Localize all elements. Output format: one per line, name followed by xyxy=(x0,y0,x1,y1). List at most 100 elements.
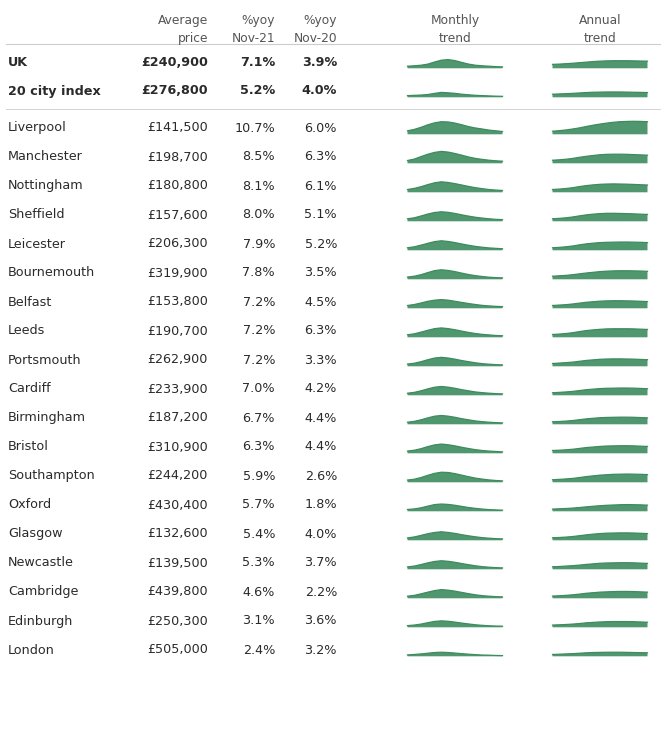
Text: £153,800: £153,800 xyxy=(147,296,208,309)
Text: Liverpool: Liverpool xyxy=(8,121,67,134)
Polygon shape xyxy=(408,212,503,221)
Text: £180,800: £180,800 xyxy=(147,180,208,193)
Polygon shape xyxy=(408,386,503,396)
Text: 7.8%: 7.8% xyxy=(242,266,275,280)
Polygon shape xyxy=(553,271,647,280)
Text: Manchester: Manchester xyxy=(8,150,83,164)
Text: £262,900: £262,900 xyxy=(148,353,208,366)
Text: Glasgow: Glasgow xyxy=(8,528,63,540)
Text: 6.1%: 6.1% xyxy=(304,180,337,193)
Text: 7.2%: 7.2% xyxy=(242,325,275,337)
Polygon shape xyxy=(553,504,647,511)
Polygon shape xyxy=(553,446,647,453)
Polygon shape xyxy=(408,652,503,656)
Text: 2.2%: 2.2% xyxy=(304,585,337,599)
Text: £141,500: £141,500 xyxy=(147,121,208,134)
Text: 3.5%: 3.5% xyxy=(304,266,337,280)
Polygon shape xyxy=(553,359,647,366)
Text: 5.4%: 5.4% xyxy=(242,528,275,540)
Text: %yoy
Nov-21: %yoy Nov-21 xyxy=(231,14,275,45)
Text: £233,900: £233,900 xyxy=(147,383,208,396)
Polygon shape xyxy=(553,213,647,221)
Text: Southampton: Southampton xyxy=(8,469,95,483)
Polygon shape xyxy=(553,154,647,164)
Polygon shape xyxy=(408,561,503,569)
Polygon shape xyxy=(408,472,503,483)
Polygon shape xyxy=(553,121,647,134)
Polygon shape xyxy=(553,621,647,627)
Text: Birmingham: Birmingham xyxy=(8,412,86,425)
Polygon shape xyxy=(553,591,647,599)
Polygon shape xyxy=(408,620,503,627)
Text: 4.6%: 4.6% xyxy=(242,585,275,599)
Polygon shape xyxy=(408,60,503,69)
Text: Annual
trend: Annual trend xyxy=(579,14,621,45)
Text: Belfast: Belfast xyxy=(8,296,53,309)
Text: 6.7%: 6.7% xyxy=(242,412,275,425)
Polygon shape xyxy=(408,590,503,599)
Text: 7.2%: 7.2% xyxy=(242,296,275,309)
Text: Sheffield: Sheffield xyxy=(8,209,65,221)
Text: 6.3%: 6.3% xyxy=(304,150,337,164)
Text: Leeds: Leeds xyxy=(8,325,45,337)
Text: £439,800: £439,800 xyxy=(147,585,208,599)
Text: Nottingham: Nottingham xyxy=(8,180,84,193)
Text: Average
price: Average price xyxy=(158,14,208,45)
Text: £430,400: £430,400 xyxy=(147,499,208,512)
Polygon shape xyxy=(553,652,647,656)
Text: £319,900: £319,900 xyxy=(147,266,208,280)
Polygon shape xyxy=(553,61,647,69)
Text: £139,500: £139,500 xyxy=(147,556,208,569)
Text: 8.0%: 8.0% xyxy=(242,209,275,221)
Text: 6.3%: 6.3% xyxy=(242,440,275,453)
Text: 4.2%: 4.2% xyxy=(304,383,337,396)
Text: %yoy
Nov-20: %yoy Nov-20 xyxy=(294,14,337,45)
Polygon shape xyxy=(408,444,503,453)
Text: 2.4%: 2.4% xyxy=(242,644,275,656)
Text: 3.1%: 3.1% xyxy=(242,615,275,628)
Text: £190,700: £190,700 xyxy=(147,325,208,337)
Text: 5.2%: 5.2% xyxy=(240,85,275,98)
Text: 4.4%: 4.4% xyxy=(304,412,337,425)
Polygon shape xyxy=(553,388,647,396)
Polygon shape xyxy=(408,299,503,308)
Text: £198,700: £198,700 xyxy=(147,150,208,164)
Polygon shape xyxy=(553,533,647,540)
Text: Newcastle: Newcastle xyxy=(8,556,74,569)
Polygon shape xyxy=(408,415,503,424)
Text: Portsmouth: Portsmouth xyxy=(8,353,82,366)
Text: 5.1%: 5.1% xyxy=(304,209,337,221)
Polygon shape xyxy=(408,531,503,540)
Text: 2.6%: 2.6% xyxy=(304,469,337,483)
Text: 5.2%: 5.2% xyxy=(304,237,337,250)
Text: £505,000: £505,000 xyxy=(147,644,208,656)
Text: 10.7%: 10.7% xyxy=(234,121,275,134)
Text: 7.2%: 7.2% xyxy=(242,353,275,366)
Text: 3.9%: 3.9% xyxy=(302,55,337,69)
Polygon shape xyxy=(408,241,503,250)
Text: 1.8%: 1.8% xyxy=(304,499,337,512)
Polygon shape xyxy=(553,184,647,192)
Polygon shape xyxy=(408,328,503,337)
Text: Bristol: Bristol xyxy=(8,440,49,453)
Polygon shape xyxy=(408,182,503,192)
Text: £244,200: £244,200 xyxy=(148,469,208,483)
Text: 8.5%: 8.5% xyxy=(242,150,275,164)
Polygon shape xyxy=(408,270,503,280)
Text: 5.7%: 5.7% xyxy=(242,499,275,512)
Text: 3.7%: 3.7% xyxy=(304,556,337,569)
Text: 7.0%: 7.0% xyxy=(242,383,275,396)
Polygon shape xyxy=(408,504,503,511)
Polygon shape xyxy=(553,301,647,308)
Text: £206,300: £206,300 xyxy=(147,237,208,250)
Text: £276,800: £276,800 xyxy=(141,85,208,98)
Text: UK: UK xyxy=(8,55,28,69)
Polygon shape xyxy=(408,122,503,134)
Text: £157,600: £157,600 xyxy=(147,209,208,221)
Text: Bournemouth: Bournemouth xyxy=(8,266,95,280)
Polygon shape xyxy=(408,358,503,366)
Polygon shape xyxy=(553,328,647,337)
Text: £132,600: £132,600 xyxy=(147,528,208,540)
Text: Cardiff: Cardiff xyxy=(8,383,51,396)
Text: 6.3%: 6.3% xyxy=(304,325,337,337)
